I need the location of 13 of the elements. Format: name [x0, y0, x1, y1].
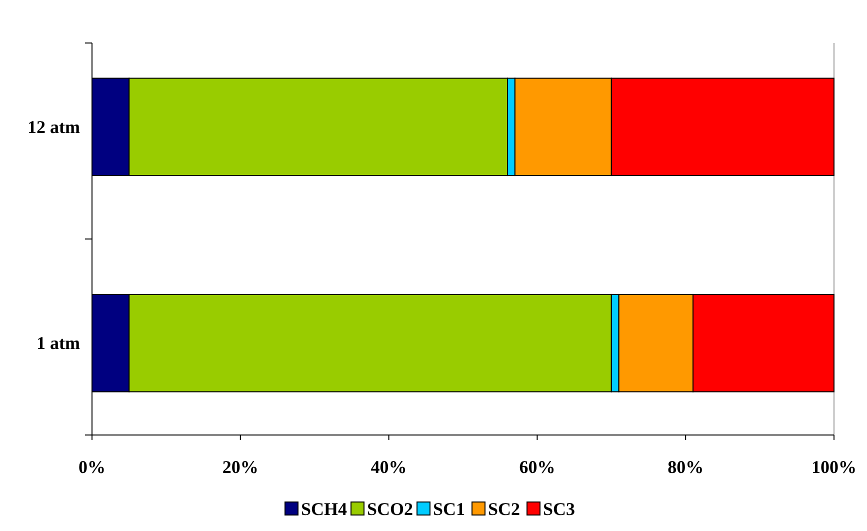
legend-label: SC3 [543, 499, 576, 519]
legend-label: SCH4 [301, 499, 348, 519]
y-tick-label: 1 atm [36, 333, 80, 354]
legend-label: SC1 [433, 499, 466, 519]
x-tick-label: 80% [668, 457, 704, 477]
legend-label: SCO2 [367, 499, 414, 519]
x-tick-label: 60% [519, 457, 556, 477]
x-tick-label: 20% [222, 457, 258, 477]
y-tick-label: 12 atm [28, 116, 80, 137]
legend-label: SC2 [488, 499, 520, 519]
x-tick-label: 40% [370, 457, 407, 477]
x-tick-label: 0% [78, 457, 106, 477]
x-tick-label: 100% [812, 457, 856, 477]
